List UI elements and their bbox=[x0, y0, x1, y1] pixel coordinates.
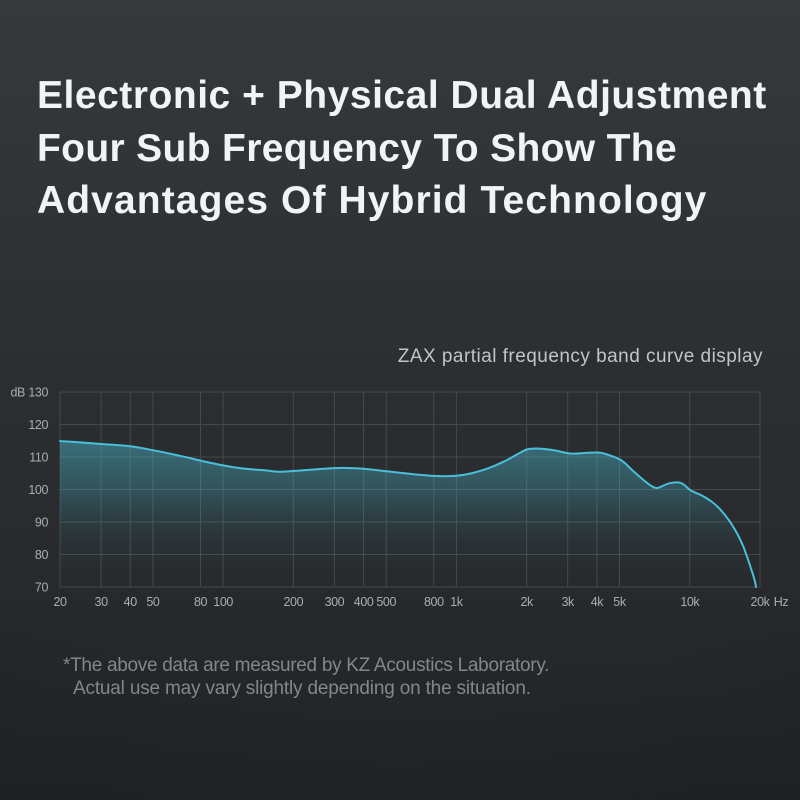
svg-text:4k: 4k bbox=[591, 595, 605, 609]
svg-text:3k: 3k bbox=[561, 595, 575, 609]
svg-text:70: 70 bbox=[35, 581, 49, 595]
svg-text:20: 20 bbox=[53, 595, 67, 609]
svg-text:200: 200 bbox=[283, 595, 303, 609]
svg-text:90: 90 bbox=[35, 516, 49, 530]
svg-text:5k: 5k bbox=[613, 595, 627, 609]
svg-text:500: 500 bbox=[376, 595, 396, 609]
svg-text:800: 800 bbox=[424, 595, 444, 609]
svg-text:2k: 2k bbox=[520, 595, 534, 609]
svg-text:50: 50 bbox=[146, 595, 160, 609]
svg-text:Hz: Hz bbox=[774, 595, 789, 609]
svg-text:100: 100 bbox=[28, 483, 48, 497]
svg-text:130: 130 bbox=[28, 386, 48, 400]
svg-text:80: 80 bbox=[35, 548, 49, 562]
svg-text:20k: 20k bbox=[751, 595, 771, 609]
svg-text:30: 30 bbox=[95, 595, 109, 609]
svg-text:400: 400 bbox=[354, 595, 374, 609]
svg-text:110: 110 bbox=[29, 451, 48, 465]
svg-text:80: 80 bbox=[194, 595, 208, 609]
svg-text:120: 120 bbox=[28, 418, 48, 432]
svg-text:1k: 1k bbox=[450, 595, 464, 609]
svg-text:300: 300 bbox=[325, 595, 345, 609]
svg-text:100: 100 bbox=[213, 595, 233, 609]
svg-text:10k: 10k bbox=[680, 595, 700, 609]
svg-text:40: 40 bbox=[124, 595, 138, 609]
svg-text:dB: dB bbox=[11, 386, 26, 400]
